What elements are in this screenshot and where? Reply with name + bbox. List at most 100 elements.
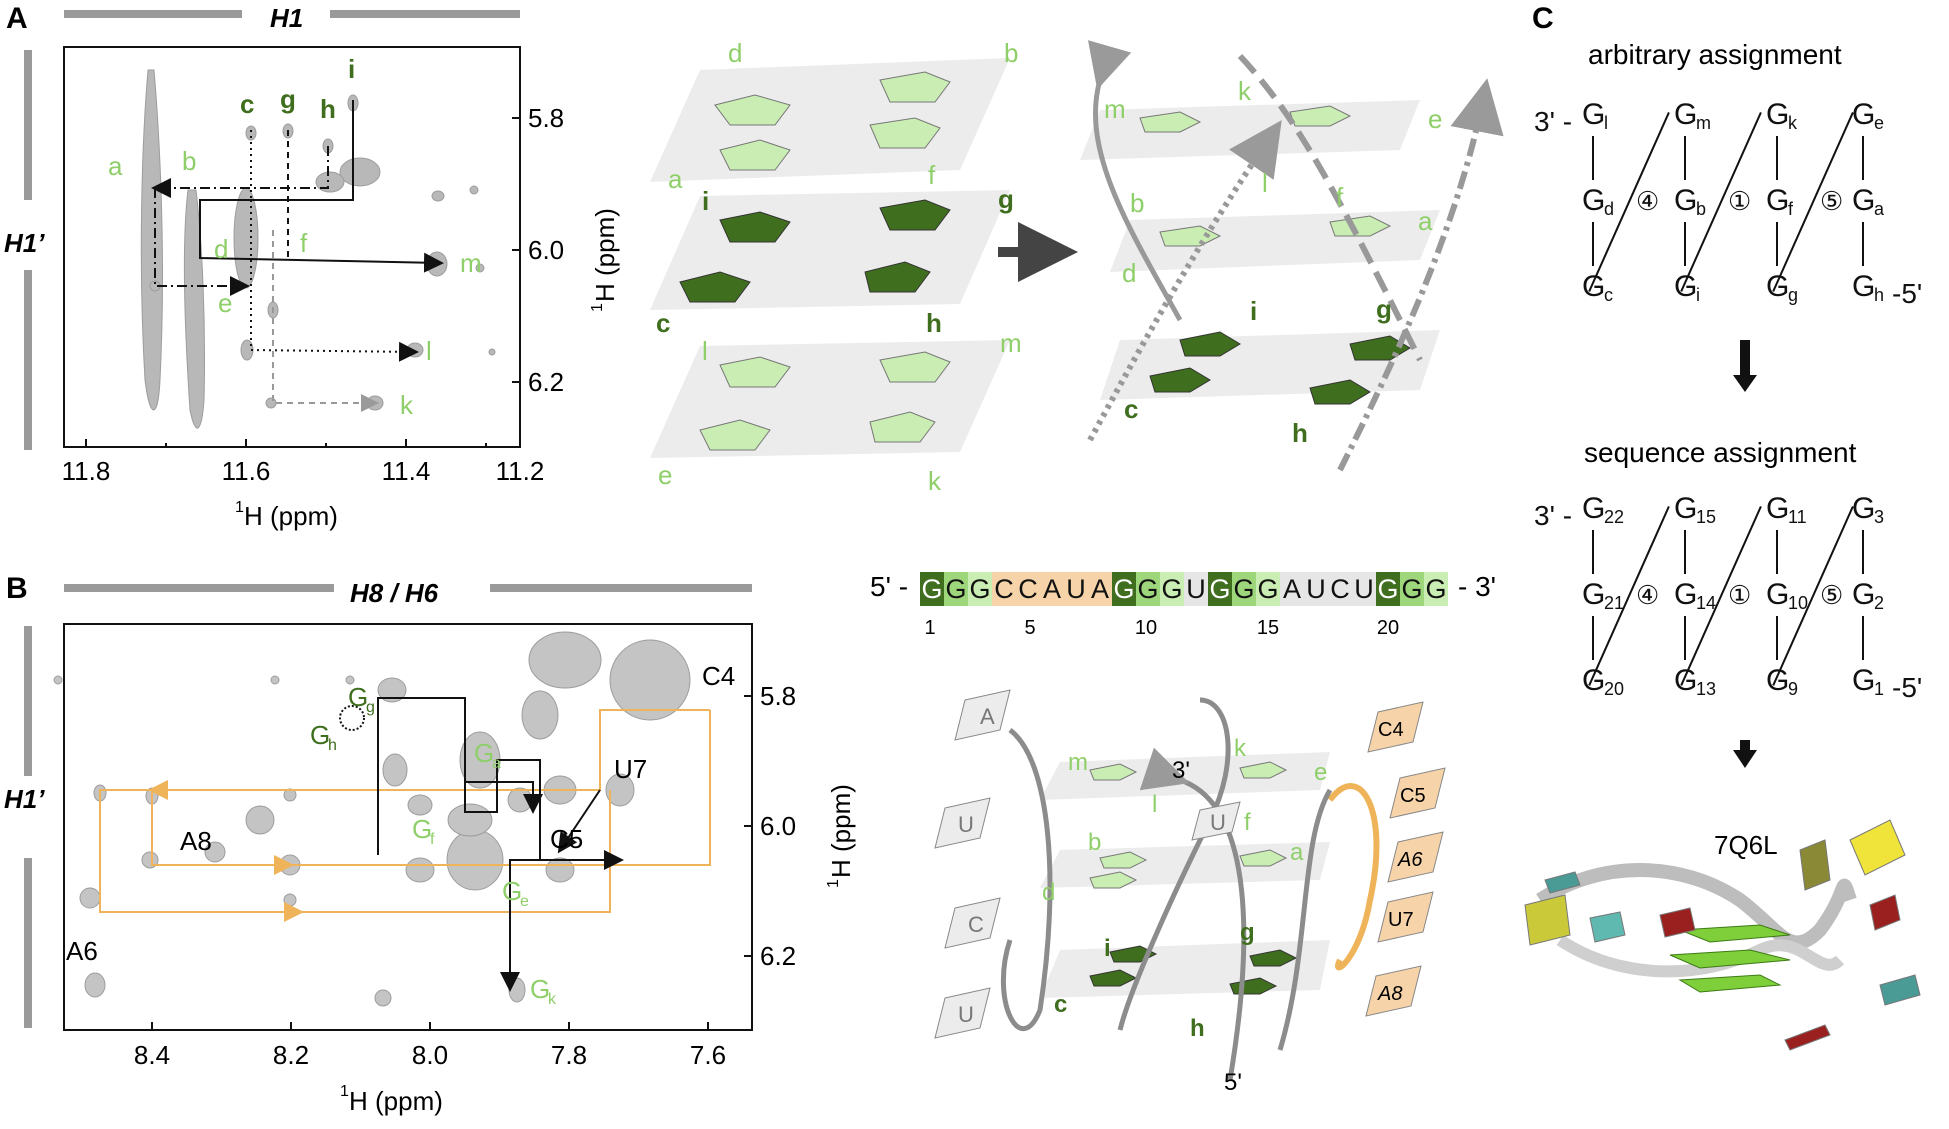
peak-k: k <box>400 390 414 420</box>
sequence-nucleotide: C <box>1016 572 1040 606</box>
g-f-base: G <box>412 814 432 844</box>
vertical-bond <box>1776 136 1778 180</box>
fold-g: g <box>1376 294 1392 324</box>
topo-i: i <box>1104 935 1111 962</box>
panel-b-top-label: H8 / H6 <box>350 578 439 608</box>
loop-c4: C4 <box>1378 719 1404 741</box>
guanine-g: G <box>1852 578 1876 611</box>
sequence-nucleotide: A <box>1088 572 1112 606</box>
guanine-subscript: h <box>1874 285 1885 305</box>
guanine-subscript: b <box>1696 199 1707 219</box>
panel-b: B H8 / H6 H1’ <box>4 572 856 1116</box>
peak-l: l <box>426 336 432 366</box>
sequence-nucleotide: G <box>1424 572 1448 606</box>
pdb-id: 7Q6L <box>1714 830 1778 860</box>
top-bar-right <box>490 584 752 592</box>
panel-b-ylabel: H (ppm) <box>826 784 856 878</box>
guanine-subscript: 22 <box>1604 507 1625 527</box>
quartet-plane-1 <box>650 58 1010 182</box>
panel-a-plot-frame <box>63 46 521 448</box>
fold-e: e <box>1428 104 1442 134</box>
topo-m: m <box>1068 749 1088 776</box>
vertical-bond <box>1684 616 1686 660</box>
sequence-nucleotide: G <box>944 572 968 606</box>
panel-b-orange-walk <box>99 709 711 922</box>
fold-l: l <box>1262 168 1268 198</box>
topo-l: l <box>1152 791 1157 818</box>
guanine-g: G <box>1582 98 1606 131</box>
loop-a8: A8 <box>1377 983 1402 1005</box>
fold-i: i <box>1250 296 1257 326</box>
panel-b-xtick-1: 8.2 <box>273 1040 309 1070</box>
sequence-nucleotide: U <box>1304 572 1328 606</box>
panel-a-contours <box>140 69 496 429</box>
sequence-nucleotide: G <box>968 572 992 606</box>
g-g-base: G <box>348 682 368 712</box>
peak-c5: C5 <box>550 824 583 854</box>
g-a-base: G <box>474 738 494 768</box>
loop-number: ① <box>1728 186 1752 216</box>
guanine-subscript: 11 <box>1788 507 1807 527</box>
panel-a: A H1 H1’ <box>4 2 620 531</box>
loop-number: ① <box>1728 580 1752 610</box>
seq-num-20: 20 <box>1377 617 1399 639</box>
middle-loop-u: U <box>1210 810 1226 835</box>
guanine-subscript: 1 <box>1874 679 1885 699</box>
vertical-bond <box>1776 222 1778 266</box>
top-bar-left <box>64 584 334 592</box>
loop-c: C <box>968 912 984 937</box>
peak-c4: C4 <box>702 661 735 691</box>
loop-a: A <box>980 704 995 729</box>
g-a-sub: a <box>492 755 501 772</box>
sequence-nucleotide: U <box>1184 572 1208 606</box>
guanine-subscript: 21 <box>1604 593 1625 613</box>
loop-u2: U <box>958 1002 974 1027</box>
stack-f: f <box>928 160 936 190</box>
guanine-subscript: a <box>1874 199 1885 219</box>
strand-3prime: 3' - <box>1534 500 1573 531</box>
panel-b-label: B <box>6 572 28 605</box>
vertical-bond <box>1592 222 1594 266</box>
sequence-nucleotide: G <box>1400 572 1424 606</box>
guanine-subscript: e <box>1874 113 1885 133</box>
guanine-g: G <box>1674 578 1698 611</box>
sequence-nucleotide: G <box>1160 572 1184 606</box>
seq-num-5: 5 <box>1024 617 1035 639</box>
topo-a: a <box>1290 839 1304 866</box>
down-arrow-2-head <box>1733 750 1757 768</box>
panel-a-xlabel: H (ppm) <box>244 501 338 531</box>
topo-c: c <box>1054 991 1067 1018</box>
side-bar-top <box>24 626 32 776</box>
guanine-g: G <box>1582 578 1606 611</box>
topology-diagram: m k e b f a d l i g c h 3' 5' A U C U U … <box>934 689 1446 1096</box>
guanine-g: G <box>1674 270 1698 303</box>
sequence-nucleotide: G <box>920 572 944 606</box>
side-bar-bottom <box>24 858 32 1028</box>
guanine-subscript: k <box>1788 113 1797 133</box>
loop-number: ④ <box>1636 186 1660 216</box>
peak-u7: U7 <box>614 754 647 784</box>
g-f-sub: f <box>430 831 435 848</box>
stack-k: k <box>928 466 942 496</box>
g-k-sub: k <box>548 991 557 1008</box>
strand-5prime: -5' <box>1892 672 1923 703</box>
guanine-g: G <box>1852 664 1876 697</box>
top-bar-left <box>64 10 242 18</box>
peak-h: h <box>320 94 336 124</box>
guanine-g: G <box>1674 98 1698 131</box>
peak-e: e <box>218 288 232 318</box>
guanine-subscript: 3 <box>1874 507 1885 527</box>
stack-i: i <box>702 186 709 216</box>
fold-f: f <box>1336 182 1344 212</box>
panel-b-ytick-0: 5.8 <box>760 681 796 711</box>
fold-h: h <box>1292 418 1308 448</box>
peak-a: a <box>108 151 123 181</box>
g-h-base: G <box>310 720 330 750</box>
panel-a-ylabel-sup: 1 <box>589 303 606 312</box>
guanine-g: G <box>1766 492 1790 525</box>
fold-diagram: m k e b f a d l i g c h <box>1080 40 1504 472</box>
guanine-subscript: l <box>1604 113 1608 133</box>
topo-e: e <box>1314 759 1327 786</box>
sequence-nucleotide: G <box>1208 572 1232 606</box>
